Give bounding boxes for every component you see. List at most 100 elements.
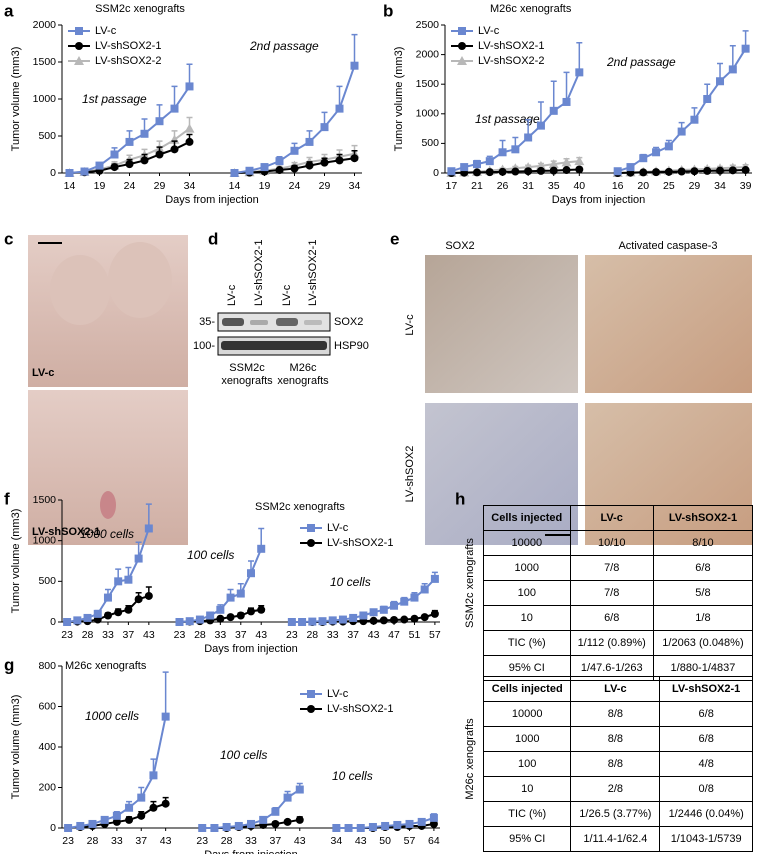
marker bbox=[390, 601, 399, 610]
ihc-image bbox=[425, 255, 578, 393]
marker bbox=[110, 163, 119, 172]
table-cell: 8/8 bbox=[570, 701, 661, 727]
table-side-label: M26c xenografts bbox=[464, 718, 476, 800]
marker bbox=[175, 618, 184, 626]
table-row: TIC (%) 1/26.5 (3.77%) 1/2446 (0.04%) bbox=[482, 801, 753, 827]
marker bbox=[257, 605, 266, 614]
annotation: 2nd passage bbox=[606, 55, 676, 69]
marker bbox=[290, 164, 299, 173]
marker bbox=[390, 615, 399, 624]
marker bbox=[155, 117, 164, 126]
marker bbox=[535, 160, 546, 170]
x-tick-label: 23 bbox=[196, 835, 208, 847]
marker bbox=[420, 613, 429, 622]
x-tick-label: 37 bbox=[135, 835, 147, 847]
marker bbox=[405, 819, 414, 828]
marker bbox=[247, 607, 255, 616]
x-tick-label: 64 bbox=[428, 835, 440, 847]
error-bar bbox=[576, 42, 583, 73]
y-tick-label: 800 bbox=[38, 660, 56, 672]
legend-label: LV-c bbox=[478, 25, 500, 37]
marker bbox=[103, 611, 112, 620]
legend-marker bbox=[457, 56, 467, 65]
marker bbox=[226, 613, 235, 622]
error-bar bbox=[351, 33, 358, 66]
table-cell: 6/8 bbox=[569, 605, 654, 631]
y-tick-label: 1000 bbox=[33, 93, 57, 105]
marker bbox=[728, 65, 737, 74]
marker bbox=[430, 574, 439, 583]
y-tick-label: 1500 bbox=[416, 78, 440, 90]
annotation: 1st passage bbox=[475, 112, 540, 126]
marker bbox=[639, 168, 648, 177]
band-label: SOX2 bbox=[334, 316, 363, 328]
marker bbox=[114, 608, 123, 617]
panel-letter: f bbox=[4, 489, 10, 508]
annotation: 10 cells bbox=[332, 769, 373, 783]
marker bbox=[184, 123, 195, 133]
marker bbox=[236, 589, 245, 598]
x-tick-label: 51 bbox=[409, 629, 421, 641]
marker bbox=[134, 554, 143, 563]
table-cell: 100 bbox=[482, 751, 572, 777]
marker bbox=[247, 569, 255, 578]
marker bbox=[275, 166, 284, 175]
table-row: 100 8/8 4/8 bbox=[482, 751, 753, 777]
marker bbox=[155, 150, 164, 159]
error-bar bbox=[145, 503, 152, 529]
x-tick-label: 28 bbox=[306, 629, 318, 641]
marker bbox=[472, 168, 481, 177]
marker bbox=[703, 166, 712, 175]
table-row: 1000 8/8 6/8 bbox=[482, 726, 753, 752]
x-tick-label: 43 bbox=[368, 629, 380, 641]
x-tick-label: 37 bbox=[270, 835, 282, 847]
marker bbox=[677, 167, 686, 176]
marker bbox=[198, 824, 207, 832]
marker bbox=[652, 168, 661, 177]
marker bbox=[703, 95, 712, 103]
marker bbox=[161, 712, 170, 721]
marker bbox=[561, 157, 572, 167]
marker bbox=[350, 61, 359, 70]
panel-letter: e bbox=[390, 229, 399, 248]
marker bbox=[271, 807, 280, 816]
marker bbox=[460, 163, 469, 172]
x-tick-label: 29 bbox=[689, 180, 701, 192]
legend-marker bbox=[307, 705, 315, 713]
marker bbox=[295, 785, 304, 794]
marker bbox=[741, 166, 750, 175]
photo-label: LV-shSOX2-1 bbox=[32, 526, 100, 538]
table-cell: 1/8 bbox=[652, 605, 754, 631]
table-cell: LV-shSOX2-1 bbox=[652, 505, 754, 531]
marker bbox=[338, 615, 347, 624]
y-tick-label: 0 bbox=[433, 167, 439, 179]
legend-label: LV-shSOX2-1 bbox=[327, 703, 393, 715]
x-tick-label: 14 bbox=[229, 180, 241, 192]
size-marker: 100- bbox=[193, 340, 215, 352]
table-side-label: SSM2c xenografts bbox=[464, 538, 476, 628]
error-bar bbox=[563, 71, 570, 102]
marker bbox=[124, 575, 133, 584]
marker bbox=[690, 167, 699, 176]
y-tick-label: 500 bbox=[421, 137, 439, 149]
annotation: 10 cells bbox=[330, 575, 371, 589]
marker bbox=[80, 167, 89, 176]
legend-marker bbox=[307, 524, 315, 532]
band bbox=[276, 318, 298, 326]
chart-title: M26c xenografts bbox=[65, 660, 147, 672]
y-tick-label: 0 bbox=[50, 822, 56, 834]
marker bbox=[536, 121, 545, 130]
x-tick-label: 23 bbox=[61, 629, 73, 641]
x-tick-label: 23 bbox=[62, 835, 74, 847]
marker bbox=[381, 821, 390, 830]
marker bbox=[216, 614, 225, 623]
y-tick-label: 0 bbox=[50, 616, 56, 628]
marker bbox=[429, 819, 438, 828]
table-cell: 1/11.4-1/62.4 bbox=[570, 826, 661, 852]
x-tick-label: 43 bbox=[143, 629, 155, 641]
x-tick-label: 28 bbox=[87, 835, 99, 847]
marker bbox=[134, 595, 143, 604]
row-label: LV-shSOX2 bbox=[404, 446, 416, 503]
x-tick-label: 50 bbox=[379, 835, 391, 847]
x-tick-label: 31 bbox=[522, 180, 534, 192]
